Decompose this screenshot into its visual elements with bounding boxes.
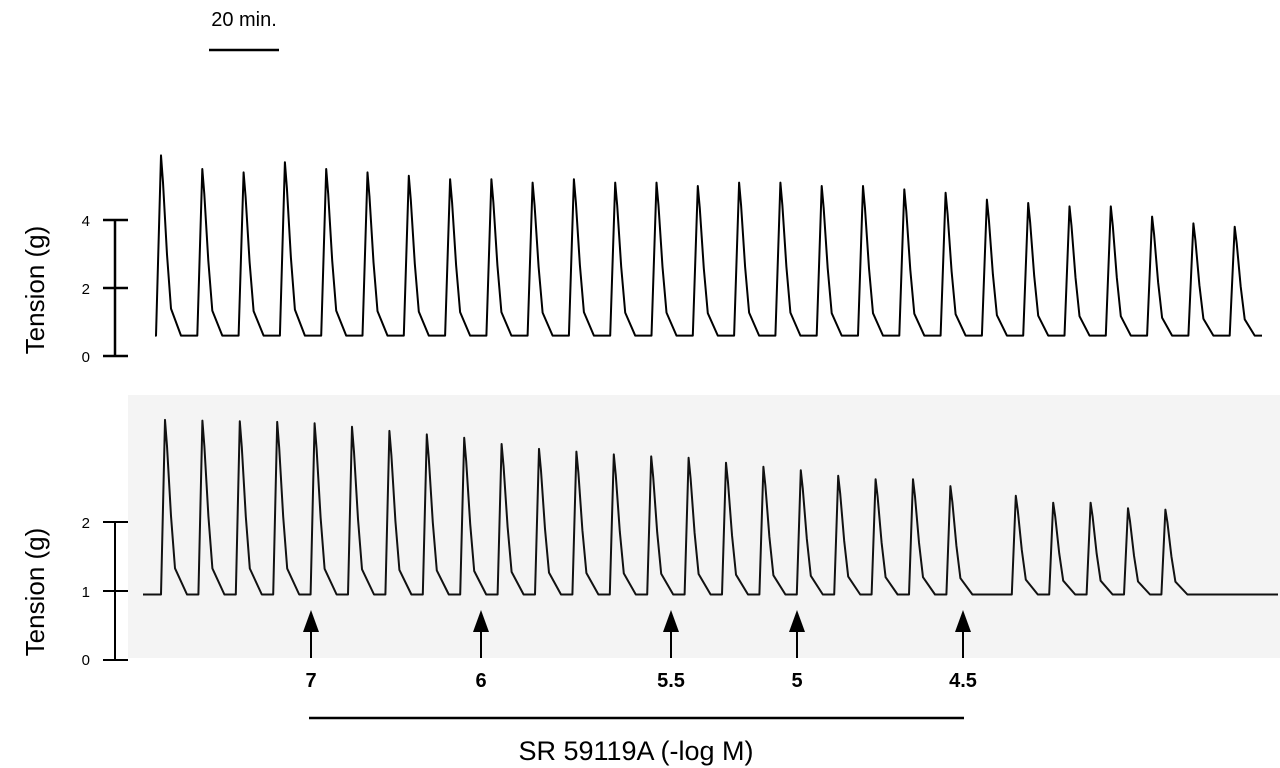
bottom-tick-label: 2 <box>82 515 90 532</box>
scale-bar-label: 20 min. <box>211 9 277 31</box>
top-tick-label: 0 <box>82 349 90 366</box>
top-tick-label: 2 <box>82 281 90 298</box>
bottom-y-axis-title: Tension (g) <box>20 528 50 657</box>
concentration-label: 5 <box>791 670 802 692</box>
arrow-5-5 <box>663 610 679 658</box>
bottom-y-axis <box>103 521 128 661</box>
concentration-label: 6 <box>475 670 486 692</box>
bottom-tick-label: 0 <box>82 652 90 669</box>
top-panel-background <box>138 130 1280 370</box>
bottom-panel-background <box>128 395 1280 658</box>
drug-label: SR 59119A (-log M) <box>518 736 753 766</box>
concentration-label: 5.5 <box>657 670 685 692</box>
concentration-label: 4.5 <box>949 670 977 692</box>
bottom-tick-label: 1 <box>82 584 90 601</box>
bottom-tension-trace <box>143 418 1278 596</box>
arrow-4-5 <box>955 610 971 658</box>
arrow-5 <box>789 610 805 658</box>
top-tension-trace <box>155 154 1262 337</box>
arrow-6 <box>473 610 489 658</box>
concentration-label: 7 <box>305 670 316 692</box>
top-y-axis <box>103 218 128 358</box>
top-tick-label: 4 <box>82 213 90 230</box>
top-y-axis-title: Tension (g) <box>20 226 50 355</box>
arrow-7 <box>303 610 319 658</box>
